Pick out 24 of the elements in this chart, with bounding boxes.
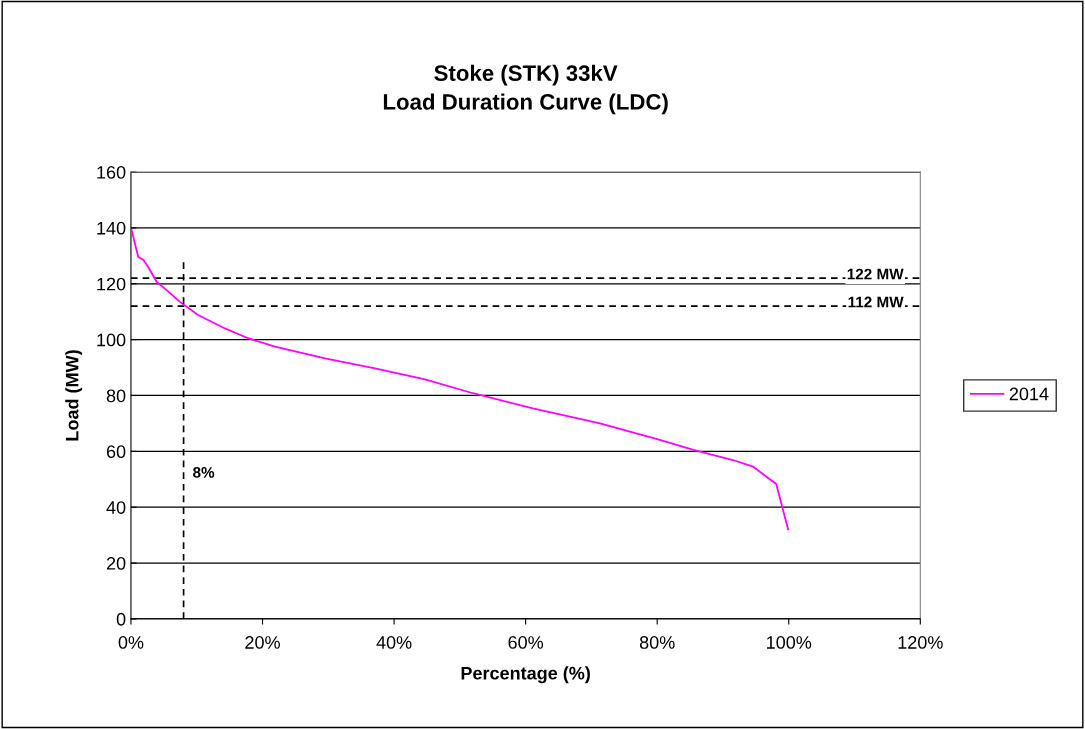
x-tick-label: 100% [767, 636, 812, 649]
x-tick-label: 40% [376, 636, 412, 649]
y-tick-label: 0 [116, 612, 126, 626]
y-tick-label: 100 [97, 333, 126, 347]
ref-line-label: 122 MW [847, 268, 904, 280]
x-axis-title: Percentage (%) [461, 666, 590, 684]
y-tick-label: 140 [97, 221, 126, 235]
y-tick-label: 120 [97, 277, 126, 291]
legend-label: 2014 [1009, 387, 1049, 401]
x-tick-label: 60% [508, 636, 544, 649]
y-tick-label: 160 [97, 165, 126, 179]
y-axis-title: Load (MW) [65, 350, 83, 441]
y-tick-label: 80 [106, 389, 126, 403]
x-tick-label: 120% [898, 636, 943, 649]
y-tick-label: 20 [106, 557, 126, 570]
y-tick-label: 60 [106, 445, 126, 459]
ref-line-label: 112 MW [848, 296, 904, 308]
x-tick-label: 0% [118, 636, 144, 649]
line-series [130, 229, 789, 531]
annotation: 8% [193, 466, 215, 478]
x-tick-label: 80% [639, 636, 675, 649]
y-tick-label: 40 [106, 501, 126, 514]
x-tick-label: 20% [245, 636, 280, 649]
chart-title: Stoke (STK) 33kV Load Duration Curve (LDC) [383, 64, 668, 115]
